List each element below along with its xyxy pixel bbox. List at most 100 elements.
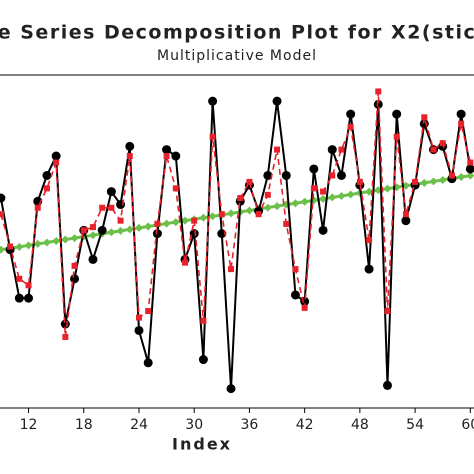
point: [171, 151, 181, 161]
chart-subtitle: Multiplicative Model: [157, 48, 317, 64]
point: [420, 178, 429, 187]
point: [448, 172, 455, 179]
point: [162, 219, 171, 228]
point: [272, 96, 282, 106]
point: [290, 290, 300, 300]
point: [346, 190, 355, 199]
point: [33, 239, 42, 248]
point: [319, 194, 328, 203]
point: [466, 171, 474, 180]
point: [300, 197, 309, 206]
point: [365, 187, 374, 196]
point: [310, 185, 317, 192]
point: [327, 145, 337, 155]
x-axis-label: Index: [172, 435, 232, 454]
point: [51, 151, 61, 161]
point: [43, 185, 50, 192]
point: [143, 358, 153, 368]
point: [14, 293, 24, 303]
point: [97, 225, 107, 235]
point: [402, 211, 409, 218]
point: [412, 178, 419, 185]
x-tick-label: 18: [75, 417, 93, 433]
point: [336, 170, 346, 180]
point: [198, 355, 208, 365]
point: [337, 191, 346, 200]
point: [375, 88, 382, 95]
point: [152, 229, 162, 239]
point: [421, 114, 428, 121]
x-tick-label: 42: [296, 417, 314, 433]
x-tick-label: 12: [20, 417, 38, 433]
point: [458, 120, 465, 127]
point: [191, 217, 198, 224]
point: [273, 202, 282, 211]
point: [125, 225, 134, 234]
point: [71, 262, 78, 269]
point: [154, 220, 161, 227]
point: [292, 266, 299, 273]
point: [89, 224, 96, 231]
point: [24, 241, 33, 250]
point: [80, 227, 87, 234]
point: [88, 231, 97, 240]
point: [429, 177, 438, 186]
point: [347, 123, 354, 130]
point: [456, 109, 466, 119]
point: [383, 184, 392, 193]
point: [88, 254, 98, 264]
point: [0, 245, 5, 254]
point: [42, 238, 51, 247]
x-tick-label: 24: [130, 417, 148, 433]
point: [180, 216, 189, 225]
point: [24, 293, 34, 303]
point: [145, 308, 152, 315]
point: [228, 266, 235, 273]
point: [263, 170, 273, 180]
point: [34, 204, 41, 211]
point: [438, 175, 447, 184]
point: [255, 211, 262, 218]
point: [301, 304, 308, 311]
point: [15, 242, 24, 251]
point: [318, 225, 328, 235]
point: [144, 222, 153, 231]
x-tick-label: 48: [351, 417, 369, 433]
point: [384, 308, 391, 315]
point: [135, 314, 142, 321]
point: [245, 206, 254, 215]
chart-title: e Series Decomposition Plot for X2(stic: [0, 22, 474, 44]
point: [53, 159, 60, 166]
point: [162, 145, 172, 155]
point: [218, 211, 225, 218]
point: [199, 213, 208, 222]
point: [227, 209, 236, 218]
point: [62, 333, 69, 340]
point: [346, 109, 356, 119]
point: [189, 229, 199, 239]
point: [439, 140, 446, 147]
point: [393, 133, 400, 140]
point: [392, 109, 402, 119]
point: [283, 220, 290, 227]
point: [291, 199, 300, 208]
point: [172, 185, 179, 192]
point: [309, 164, 319, 174]
point: [70, 234, 79, 243]
point: [125, 141, 135, 151]
point: [263, 203, 272, 212]
series-line: [0, 101, 472, 389]
point: [70, 274, 80, 284]
point: [364, 264, 374, 274]
x-tick-label: 60: [461, 417, 474, 433]
point: [134, 325, 144, 335]
point: [106, 187, 116, 197]
point: [366, 237, 373, 244]
series-line: [0, 91, 472, 338]
point: [117, 217, 124, 224]
point: [329, 172, 336, 179]
point: [320, 188, 327, 195]
point: [7, 243, 14, 250]
point: [208, 212, 217, 221]
